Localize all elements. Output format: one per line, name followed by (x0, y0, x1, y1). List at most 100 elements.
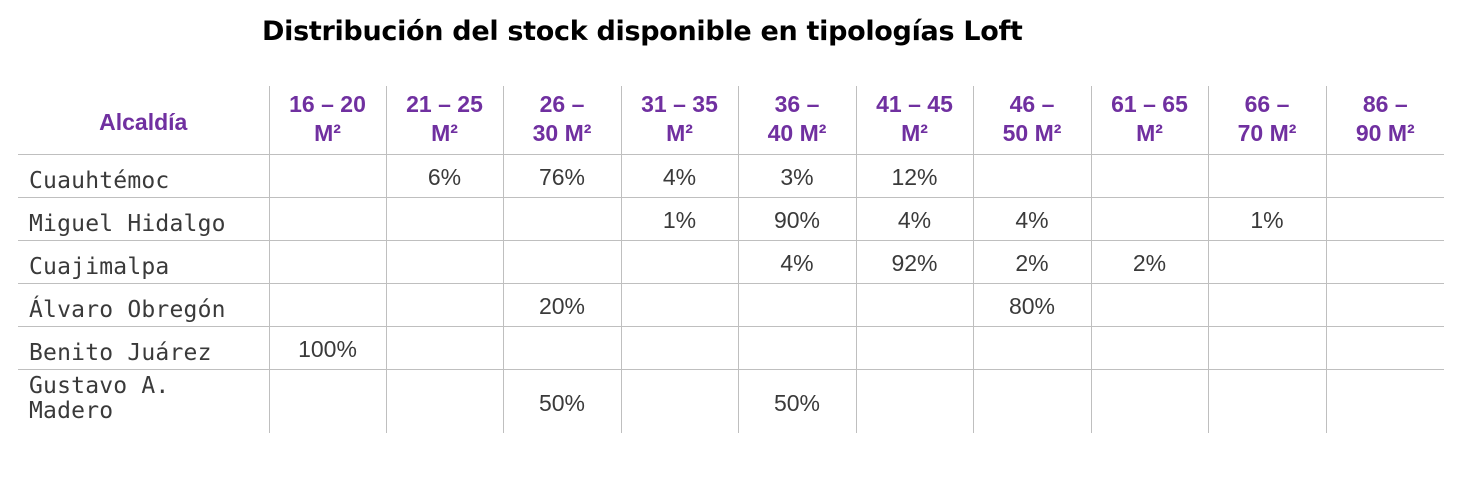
value-cell (502, 197, 621, 241)
value-cell (385, 240, 503, 284)
value-cell: 90% (737, 197, 856, 241)
value-cell: 4% (620, 154, 738, 198)
column-header-top: 41 – 45 (876, 91, 953, 117)
value-cell (1325, 240, 1444, 284)
stock-table: Alcaldía 16 – 20 M² 21 – 25 M² 26 – 30 M² 31 –… (18, 86, 1444, 433)
value-cell (1325, 154, 1444, 198)
value-cell (737, 326, 856, 370)
value-cell (1207, 154, 1326, 198)
value-cell: 20% (502, 283, 621, 327)
value-cell (268, 240, 386, 284)
value-cell (1207, 283, 1326, 327)
value-cell: 3% (737, 154, 856, 198)
value-cell (620, 326, 738, 370)
column-header: 86 – 90 M² (1325, 86, 1444, 155)
value-cell (385, 197, 503, 241)
value-cell (1207, 369, 1326, 433)
column-header-top: 86 – (1362, 91, 1408, 117)
value-cell (1325, 197, 1444, 241)
column-header: 31 – 35 M² (620, 86, 738, 155)
value-cell (972, 154, 1091, 198)
value-cell: 12% (855, 154, 973, 198)
table-row: Álvaro Obregón 20% 80% (18, 283, 1444, 327)
table-row: Miguel Hidalgo 1% 90% 4% 4% 1% (18, 197, 1444, 241)
column-header: 36 – 40 M² (737, 86, 856, 155)
value-cell (855, 369, 973, 433)
value-cell (855, 283, 973, 327)
column-header-bottom: 40 M² (767, 120, 827, 146)
table-row: Benito Juárez 100% (18, 326, 1444, 370)
value-cell (1090, 154, 1208, 198)
value-cell: 4% (972, 197, 1091, 241)
column-header-top: 31 – 35 (641, 91, 718, 117)
value-cell (1090, 326, 1208, 370)
value-cell (1325, 283, 1444, 327)
value-cell (1090, 283, 1208, 327)
value-cell: 50% (502, 369, 621, 433)
value-cell: 6% (385, 154, 503, 198)
value-cell: 2% (972, 240, 1091, 284)
value-cell: 4% (737, 240, 856, 284)
value-cell: 92% (855, 240, 973, 284)
value-cell: 2% (1090, 240, 1208, 284)
column-header-bottom: 50 M² (1002, 120, 1062, 146)
value-cell (972, 369, 1091, 433)
value-cell (385, 369, 503, 433)
column-header: 26 – 30 M² (502, 86, 621, 155)
value-cell: 100% (268, 326, 386, 370)
value-cell (620, 283, 738, 327)
row-header-label: Alcaldía (18, 86, 269, 155)
column-header-bottom: M² (1136, 120, 1163, 146)
column-header: 41 – 45 M² (855, 86, 973, 155)
value-cell: 80% (972, 283, 1091, 327)
value-cell (1207, 240, 1326, 284)
column-header-bottom: M² (431, 120, 458, 146)
row-label: Gustavo A. Madero (29, 373, 170, 424)
column-header-top: 66 – (1244, 91, 1290, 117)
value-cell: 50% (737, 369, 856, 433)
value-cell (1325, 326, 1444, 370)
value-cell: 76% (502, 154, 621, 198)
column-header: 46 – 50 M² (972, 86, 1091, 155)
column-header-top: 61 – 65 (1111, 91, 1188, 117)
table-row: Cuajimalpa 4% 92% 2% 2% (18, 240, 1444, 284)
column-header: 66 – 70 M² (1207, 86, 1326, 155)
value-cell (1325, 369, 1444, 433)
value-cell (972, 326, 1091, 370)
value-cell (268, 197, 386, 241)
table-row: Gustavo A. Madero 50% 50% (18, 369, 1444, 433)
column-header-bottom: M² (314, 120, 341, 146)
value-cell (620, 369, 738, 433)
column-header-bottom: M² (901, 120, 928, 146)
value-cell: 1% (620, 197, 738, 241)
column-header: 16 – 20 M² (268, 86, 386, 155)
row-label: Benito Juárez (18, 326, 269, 370)
column-header-top: 26 – (539, 91, 585, 117)
value-cell (1090, 197, 1208, 241)
table-row: Cuauhtémoc 6% 76% 4% 3% 12% (18, 154, 1444, 198)
column-header: 21 – 25 M² (385, 86, 503, 155)
value-cell (620, 240, 738, 284)
value-cell (1207, 326, 1326, 370)
column-header-bottom: 30 M² (532, 120, 592, 146)
column-header-bottom: 70 M² (1237, 120, 1297, 146)
row-label: Miguel Hidalgo (18, 197, 269, 241)
value-cell (385, 326, 503, 370)
value-cell (385, 283, 503, 327)
value-cell (268, 369, 386, 433)
row-label: Cuauhtémoc (18, 154, 269, 198)
column-header-bottom: M² (666, 120, 693, 146)
column-header: 61 – 65 M² (1090, 86, 1208, 155)
column-header-top: 36 – (774, 91, 820, 117)
value-cell: 4% (855, 197, 973, 241)
table-body: Cuauhtémoc 6% 76% 4% 3% 12% Miguel Hidalgo 1% 90… (18, 154, 1444, 433)
value-cell (268, 283, 386, 327)
column-header-top: 21 – 25 (406, 91, 483, 117)
column-header-top: 16 – 20 (289, 91, 366, 117)
row-label: Cuajimalpa (18, 240, 269, 284)
value-cell (268, 154, 386, 198)
value-cell (1090, 369, 1208, 433)
value-cell (502, 326, 621, 370)
column-header-top: 46 – (1009, 91, 1055, 117)
value-cell: 1% (1207, 197, 1326, 241)
